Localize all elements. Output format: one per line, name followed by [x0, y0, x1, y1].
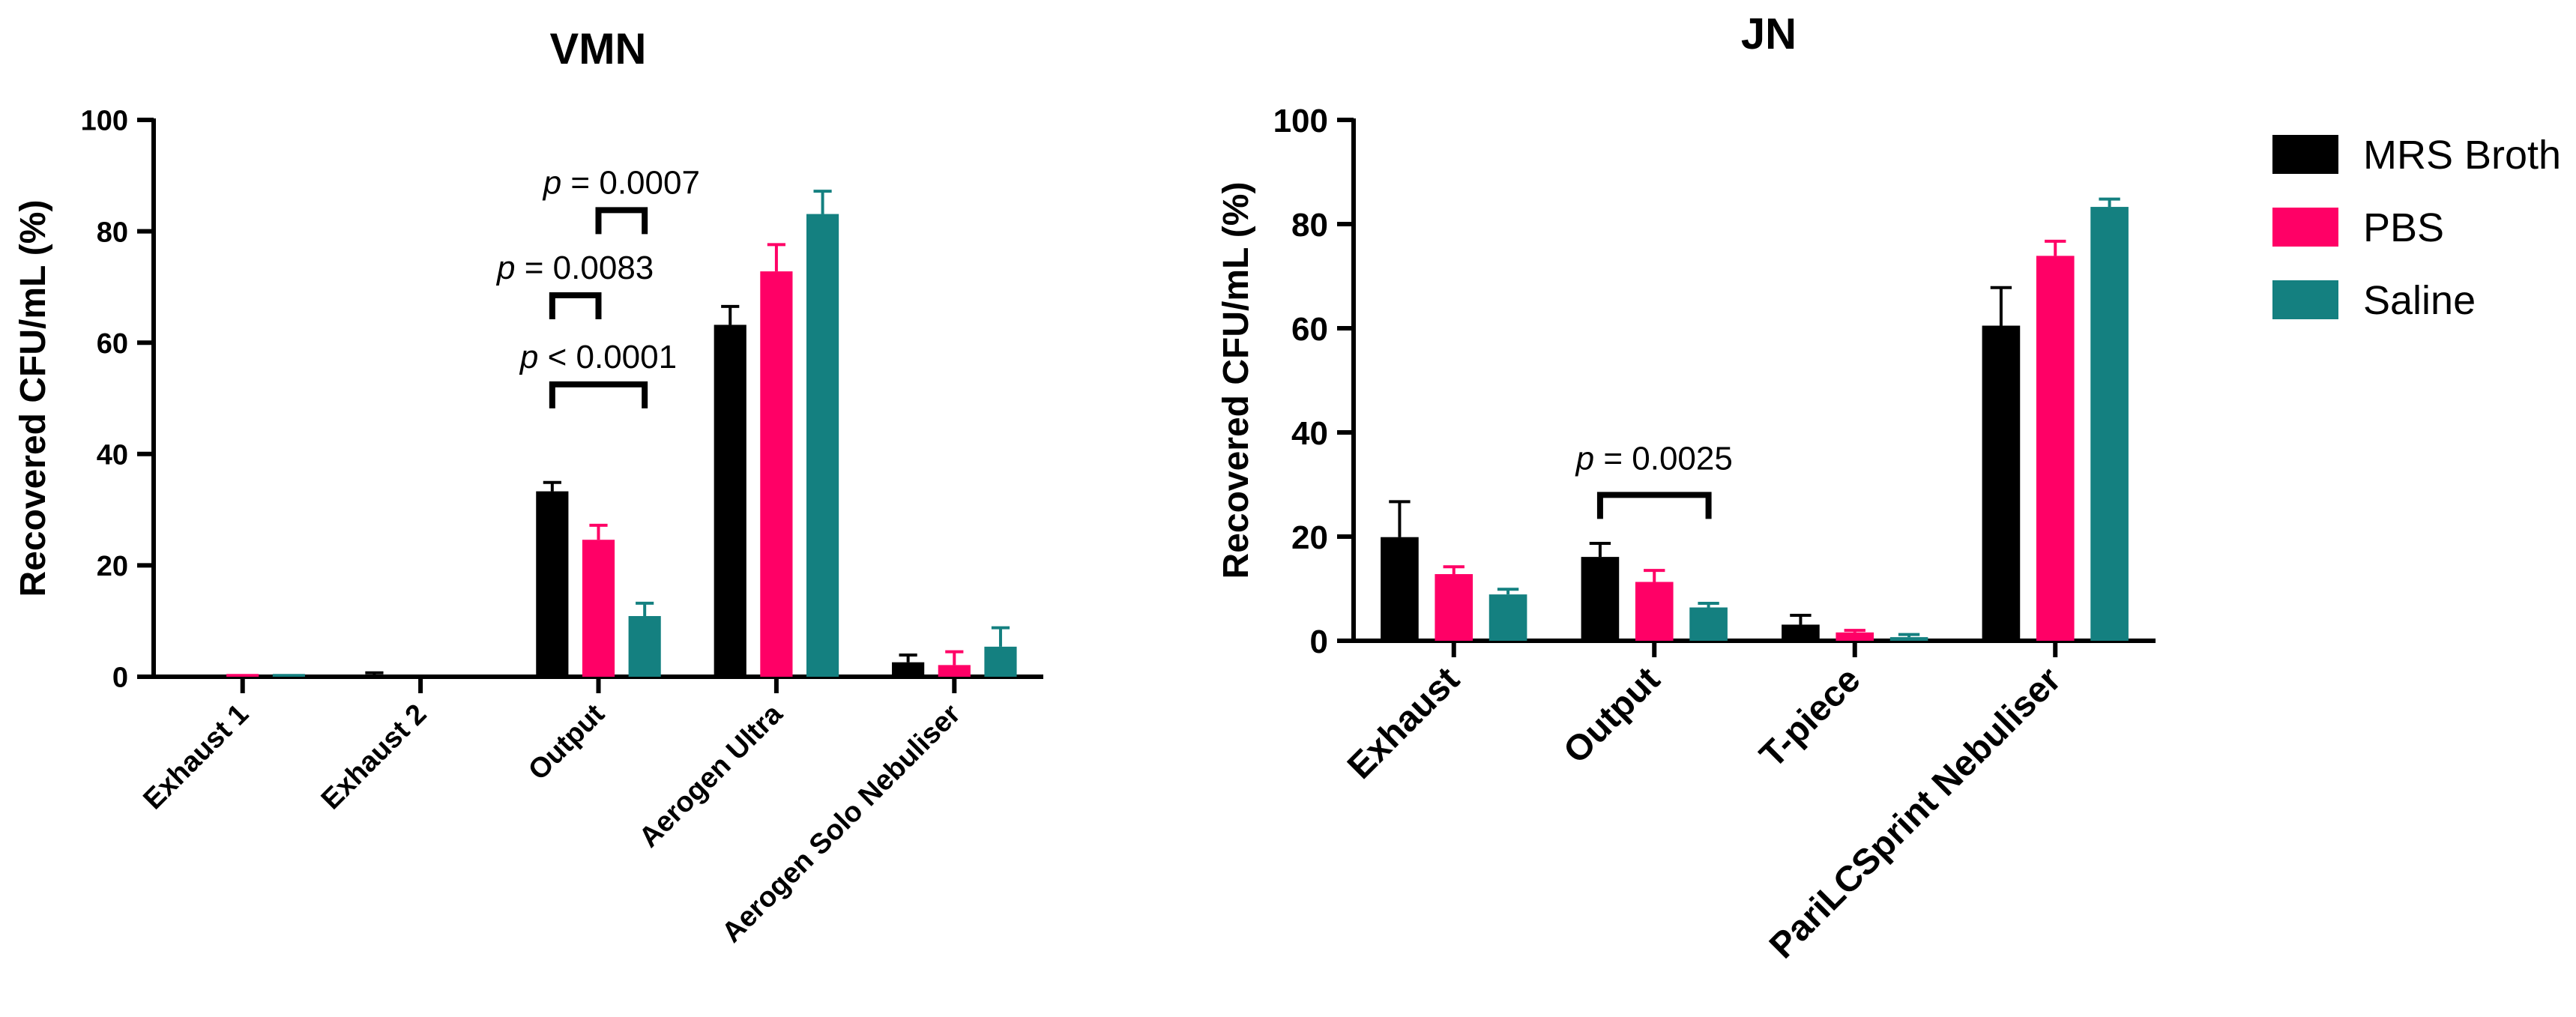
y-tick-label: 20 [1291, 519, 1328, 556]
p-value-text: = 0.0083 [516, 250, 654, 286]
p-value-text: < 0.0001 [538, 339, 677, 375]
legend-swatch [2272, 135, 2338, 174]
p-value-label: p = 0.0007 [542, 164, 700, 201]
bar [760, 271, 793, 677]
bar [1435, 574, 1473, 641]
bar [1488, 594, 1527, 641]
bar [984, 646, 1017, 677]
p-value-label: p = 0.0025 [1575, 440, 1733, 477]
p-symbol: p [519, 339, 538, 375]
bar [1689, 607, 1728, 641]
legend-swatch [2272, 208, 2338, 247]
chart-jn: JN Recovered CFU/mL (%) 0 20 40 60 80 100 Exhaus… [1216, 10, 2156, 966]
y-tick-label: 0 [1310, 624, 1328, 660]
y-tick-label: 80 [97, 217, 128, 248]
x-tick-label: Exhaust 2 [316, 698, 433, 816]
chart-vmn: VMN Recovered CFU/mL (%) 0 20 40 60 80 100 Exhau… [13, 25, 1043, 949]
y-tick-label: 0 [112, 663, 128, 694]
p-symbol: p [1575, 440, 1594, 477]
bar [582, 540, 615, 677]
p-symbol: p [542, 164, 561, 201]
bar [806, 214, 839, 677]
x-tick-label: Exhaust [1340, 660, 1468, 787]
legend-label: Saline [2363, 278, 2476, 323]
x-tick-label: T-piece [1752, 660, 1868, 775]
bar [1635, 582, 1674, 641]
significance-bracket [549, 381, 648, 408]
bar [1782, 624, 1820, 641]
p-value-text: = 0.0025 [1594, 440, 1733, 477]
x-tick-label: Exhaust 1 [137, 698, 255, 816]
chart-title-vmn: VMN [550, 25, 647, 73]
y-tick-label: 20 [97, 551, 128, 582]
legend-label: PBS [2363, 205, 2444, 250]
bar [1889, 637, 1928, 641]
chart-title-jn: JN [1741, 10, 1797, 58]
p-value-label: p < 0.0001 [519, 339, 677, 375]
bar [892, 662, 925, 677]
y-tick-label: 60 [97, 328, 128, 360]
p-symbol: p [495, 250, 515, 286]
p-value-text: = 0.0007 [561, 164, 700, 201]
bar [2090, 207, 2129, 641]
bar [1982, 325, 2021, 641]
significance-bracket [1596, 492, 1712, 519]
y-tick-label: 100 [81, 106, 128, 137]
y-tick-label: 40 [97, 439, 128, 471]
x-tick-label: Output [1556, 660, 1668, 771]
significance-bracket [595, 207, 648, 235]
legend-swatch [2272, 280, 2338, 319]
bar [226, 674, 259, 677]
y-axis-label: Recovered CFU/mL (%) [13, 200, 53, 597]
bar [536, 491, 569, 677]
y-tick-label: 40 [1291, 415, 1328, 452]
bar [714, 325, 746, 677]
bar [2036, 256, 2075, 641]
bar [1581, 557, 1620, 641]
bar [272, 674, 305, 677]
significance-bracket [549, 292, 602, 320]
legend-label: MRS Broth [2363, 133, 2561, 178]
x-tick-label: Aerogen Ultra [633, 698, 789, 854]
y-axis-label: Recovered CFU/mL (%) [1216, 182, 1256, 579]
bar [938, 665, 971, 677]
legend: MRS Broth PBS Saline [2272, 133, 2561, 323]
y-tick-label: 80 [1291, 207, 1328, 244]
y-tick-label: 60 [1291, 311, 1328, 348]
bar [1836, 632, 1874, 641]
bar [628, 616, 661, 677]
x-tick-label: Output [522, 698, 611, 786]
y-tick-label: 100 [1273, 103, 1328, 139]
bar [1381, 537, 1419, 641]
p-value-label: p = 0.0083 [495, 250, 654, 286]
